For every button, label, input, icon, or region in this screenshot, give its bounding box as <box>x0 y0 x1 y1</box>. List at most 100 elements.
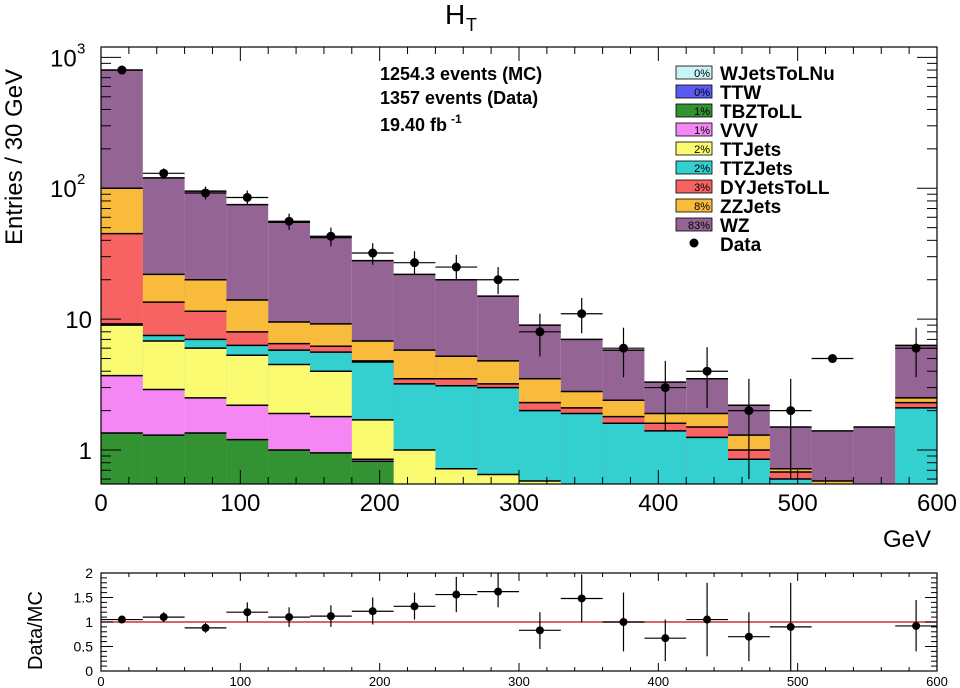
data-point <box>660 383 670 393</box>
ratio-point <box>326 612 335 621</box>
legend-label-data: Data <box>720 235 762 256</box>
data-events-annotation: 1357 events (Data) <box>380 88 538 108</box>
ratio-point <box>159 613 168 622</box>
data-points <box>101 65 937 480</box>
legend-label-ttw: TTW <box>720 83 761 104</box>
ratio-point <box>577 594 586 603</box>
ratio-point <box>243 608 252 617</box>
ratio-y-axis-label: Data/MC <box>25 591 47 670</box>
hist-bar-tbztoll-1 <box>142 435 185 484</box>
data-point <box>159 168 169 178</box>
data-point <box>577 309 587 319</box>
ratio-point <box>494 587 503 596</box>
legend: 0% WJetsToLNu 0% TTW 1% TBZToLL 1% VVV 2% TTJets 2… <box>675 64 835 256</box>
data-point <box>242 192 252 202</box>
data-point <box>702 366 712 376</box>
legend-percent: 0% <box>694 68 710 80</box>
hist-bar-ttzjets-13 <box>644 430 687 484</box>
x-tick-label: 200 <box>360 490 400 517</box>
hist-bar-zzjets-17 <box>811 480 854 484</box>
ratio-x-tick-label: 300 <box>508 674 530 688</box>
hist-bar-ttjets-7 <box>393 450 436 484</box>
hist-bar-wz-17 <box>811 430 854 484</box>
data-point <box>117 65 127 75</box>
ratio-point <box>661 634 670 643</box>
ratio-point <box>619 618 628 626</box>
hist-bar-ttzjets-19 <box>895 407 937 484</box>
hist-bar-ttjets-9 <box>477 474 519 484</box>
ratio-y-tick-label: 1.5 <box>74 590 94 606</box>
stacked-histogram <box>101 69 937 485</box>
y-tick-label-100: 10 <box>50 176 77 203</box>
legend-percent: 3% <box>694 182 710 194</box>
y-tick-label-1000-exp: 3 <box>77 40 85 57</box>
ratio-x-tick-label: 200 <box>369 674 391 688</box>
legend-label-vvv: VVV <box>720 121 758 142</box>
ratio-point <box>786 622 795 631</box>
ratio-point <box>410 602 419 611</box>
ratio-panel: 0 100 200 300 400 500 600 0 0.5 1 1.5 2 <box>74 565 948 688</box>
ratio-point <box>117 615 126 624</box>
hist-bar-tbztoll-4 <box>268 450 310 484</box>
hist-bar-ttzjets-8 <box>435 385 478 484</box>
ratio-x-tick-label: 600 <box>926 674 948 688</box>
mc-events-annotation: 1254.3 events (MC) <box>380 64 542 84</box>
data-point <box>911 343 921 353</box>
legend-label-tbztoll: TBZToLL <box>720 102 802 123</box>
data-point <box>786 406 796 416</box>
legend-label-ttzjets: TTZJets <box>720 159 793 180</box>
ratio-x-tick-label: 0 <box>97 674 104 688</box>
legend-percent: 1% <box>694 106 710 118</box>
hist-bar-tbztoll-6 <box>351 461 394 484</box>
hist-bar-ttjets-10 <box>519 480 561 484</box>
ratio-point <box>535 626 544 635</box>
hist-bar-tbztoll-3 <box>226 439 269 484</box>
data-point <box>619 343 628 353</box>
data-point <box>284 216 294 226</box>
legend-percent: 2% <box>694 144 710 156</box>
x-tick-label: 100 <box>220 490 260 517</box>
y-tick-label-1000: 10 <box>50 45 77 72</box>
legend-label-zzjets: ZZJets <box>720 197 781 218</box>
legend-swatch-ttw <box>675 84 713 99</box>
data-point <box>744 406 754 416</box>
legend-percent: 8% <box>694 201 710 213</box>
legend-label-dyjetstoll: DYJetsToLL <box>720 178 830 199</box>
hist-bar-ttzjets-9 <box>477 387 519 484</box>
ratio-point <box>201 623 210 632</box>
luminosity-annotation: 19.40 fb <box>380 115 447 135</box>
hist-bar-ttzjets-12 <box>602 423 645 484</box>
legend-label-wjetstolnu: WJetsToLNu <box>720 64 835 85</box>
legend-swatch-zzjets <box>675 198 713 213</box>
legend-swatch-ttzjets <box>675 160 713 175</box>
ratio-point <box>368 607 377 616</box>
hist-bar-ttzjets-14 <box>686 437 728 484</box>
ratio-point <box>285 613 294 622</box>
ratio-x-tick-label: 100 <box>229 674 251 688</box>
x-tick-label: 600 <box>917 490 957 517</box>
legend-data-marker <box>689 238 699 248</box>
hist-bar-tbztoll-0 <box>101 432 143 484</box>
hist-bar-ttjets-8 <box>435 468 478 484</box>
x-tick-label: 300 <box>499 490 539 517</box>
ratio-y-tick-label: 1 <box>85 614 93 630</box>
legend-label-ttjets: TTJets <box>720 140 781 161</box>
y-tick-label-100-exp: 2 <box>77 171 85 188</box>
legend-swatch-wjetstolnu <box>675 65 713 80</box>
x-axis-label: GeV <box>883 526 931 553</box>
legend-percent: 1% <box>694 125 710 137</box>
hist-bar-wz-18 <box>853 426 896 484</box>
x-tick-label: 500 <box>778 490 818 517</box>
legend-percent: 2% <box>694 163 710 175</box>
chart-title: H <box>445 0 465 30</box>
ratio-y-tick-label: 0.5 <box>74 639 94 655</box>
legend-swatch-tbztoll <box>675 103 713 118</box>
data-point <box>201 188 210 198</box>
hist-bar-tbztoll-5 <box>310 452 352 484</box>
ratio-point <box>703 615 712 624</box>
y-tick-label-1: 1 <box>79 438 92 465</box>
x-tick-label: 400 <box>638 490 678 517</box>
x-tick-label: 0 <box>94 490 107 517</box>
